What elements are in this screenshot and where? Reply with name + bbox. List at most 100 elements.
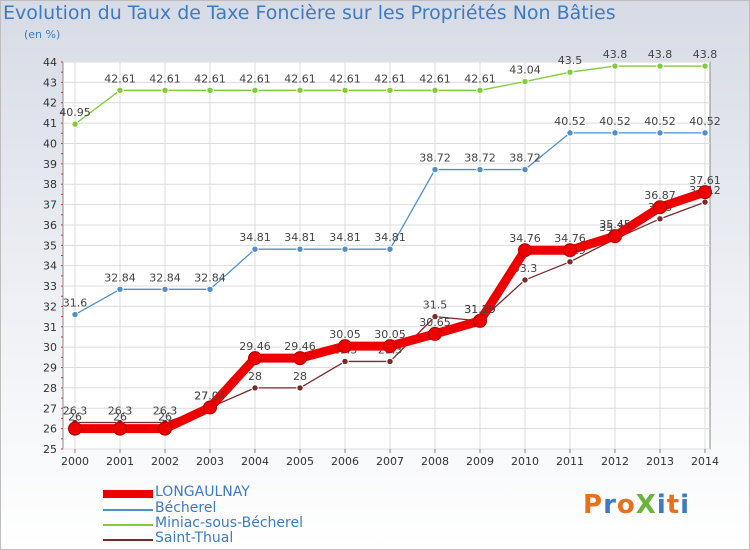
x-tick-label: 2009 — [466, 455, 494, 468]
data-point — [428, 326, 442, 341]
x-tick-label: 2001 — [106, 455, 134, 468]
data-label: 29.46 — [284, 340, 316, 353]
legend-label: Miniac-sous-Bécherel — [155, 515, 303, 531]
data-point — [68, 421, 82, 436]
data-label: 42.61 — [104, 72, 136, 85]
data-label: 27.04 — [194, 389, 226, 402]
chart-subtitle: (en %) — [24, 28, 61, 41]
data-point — [206, 86, 214, 95]
data-point — [656, 129, 664, 137]
legend-swatch — [103, 490, 153, 498]
data-point — [701, 62, 709, 70]
data-label: 42.61 — [284, 72, 316, 85]
data-label: 32.84 — [149, 271, 181, 284]
y-tick-label: 33 — [43, 280, 57, 293]
data-label: 43.8 — [648, 48, 673, 61]
y-tick-label: 42 — [43, 97, 57, 110]
x-tick-label: 2005 — [286, 455, 314, 468]
data-label: 26 — [113, 411, 127, 424]
data-label: 26 — [158, 411, 172, 424]
data-label: 40.52 — [554, 115, 586, 128]
x-tick-label: 2000 — [61, 455, 89, 468]
data-label: 26.3 — [108, 405, 133, 418]
y-tick-label: 36 — [43, 219, 57, 232]
x-tick-label: 2012 — [601, 455, 629, 468]
logo-letter: i — [680, 490, 691, 520]
data-point — [116, 285, 124, 294]
data-label: 38.72 — [419, 152, 451, 165]
y-tick-label: 32 — [43, 300, 57, 313]
x-tick-label: 2008 — [421, 455, 449, 468]
data-label: 42.61 — [149, 72, 181, 85]
data-label: 40.52 — [689, 115, 721, 128]
legend-swatch — [103, 524, 153, 526]
data-label: 34.81 — [284, 231, 316, 244]
legend-swatch — [103, 539, 153, 541]
data-label: 34.76 — [554, 232, 586, 245]
data-label: 31.5 — [423, 299, 448, 312]
data-point — [248, 351, 262, 366]
data-point — [656, 215, 664, 223]
data-point — [251, 245, 259, 253]
legend-label: LONGAULNAY — [155, 484, 250, 500]
data-label: 42.61 — [374, 72, 406, 85]
data-point — [203, 400, 217, 415]
legend-swatch — [103, 509, 153, 511]
x-tick-label: 2014 — [691, 455, 719, 468]
data-point — [71, 120, 79, 128]
data-point — [521, 77, 529, 86]
data-point — [161, 86, 169, 95]
data-label: 29.46 — [239, 340, 271, 353]
data-point — [296, 384, 304, 392]
data-label: 42.61 — [194, 72, 226, 85]
data-label: 43.8 — [603, 48, 628, 61]
data-label: 31.6 — [63, 297, 88, 310]
x-tick-label: 2004 — [241, 455, 269, 468]
data-point — [566, 129, 574, 137]
data-label: 42.61 — [464, 72, 496, 85]
data-point — [341, 357, 349, 366]
data-label: 42.61 — [239, 72, 271, 85]
y-tick-label: 27 — [43, 402, 57, 415]
data-label: 43.04 — [509, 64, 541, 77]
data-label: 32.84 — [104, 271, 136, 284]
x-tick-label: 2003 — [196, 455, 224, 468]
chart-title: Evolution du Taux de Taxe Foncière sur l… — [3, 2, 616, 24]
data-point — [116, 86, 124, 95]
data-label: 26.3 — [153, 405, 178, 418]
logo-letter: r — [603, 490, 617, 520]
data-label: 34.76 — [509, 232, 541, 245]
data-label: 30.65 — [419, 316, 451, 329]
x-tick-label: 2010 — [511, 455, 539, 468]
data-point — [386, 357, 394, 366]
data-label: 28 — [293, 370, 307, 383]
data-label: 30.05 — [329, 328, 361, 341]
data-point — [656, 62, 664, 70]
data-label: 31.29 — [464, 303, 496, 316]
data-label: 43.8 — [693, 48, 718, 61]
y-tick-label: 31 — [43, 321, 57, 334]
data-point — [431, 312, 439, 321]
data-point — [158, 421, 172, 436]
data-point — [611, 62, 619, 70]
data-point — [341, 245, 349, 253]
data-label: 36.87 — [644, 189, 676, 202]
y-tick-label: 30 — [43, 341, 57, 354]
data-point — [386, 245, 394, 253]
data-point — [251, 384, 259, 392]
data-point — [611, 129, 619, 137]
data-point — [563, 243, 577, 258]
x-tick-label: 2002 — [151, 455, 179, 468]
data-point — [653, 200, 667, 215]
data-point — [473, 313, 487, 328]
data-label: 42.61 — [419, 72, 451, 85]
data-label: 40.52 — [599, 115, 631, 128]
data-label: 42.61 — [329, 72, 361, 85]
data-point — [701, 198, 709, 206]
data-point — [71, 310, 79, 319]
data-point — [521, 165, 529, 174]
data-point — [296, 245, 304, 253]
y-tick-label: 29 — [43, 362, 57, 375]
data-label: 26.3 — [63, 405, 88, 418]
x-tick-label: 2007 — [376, 455, 404, 468]
